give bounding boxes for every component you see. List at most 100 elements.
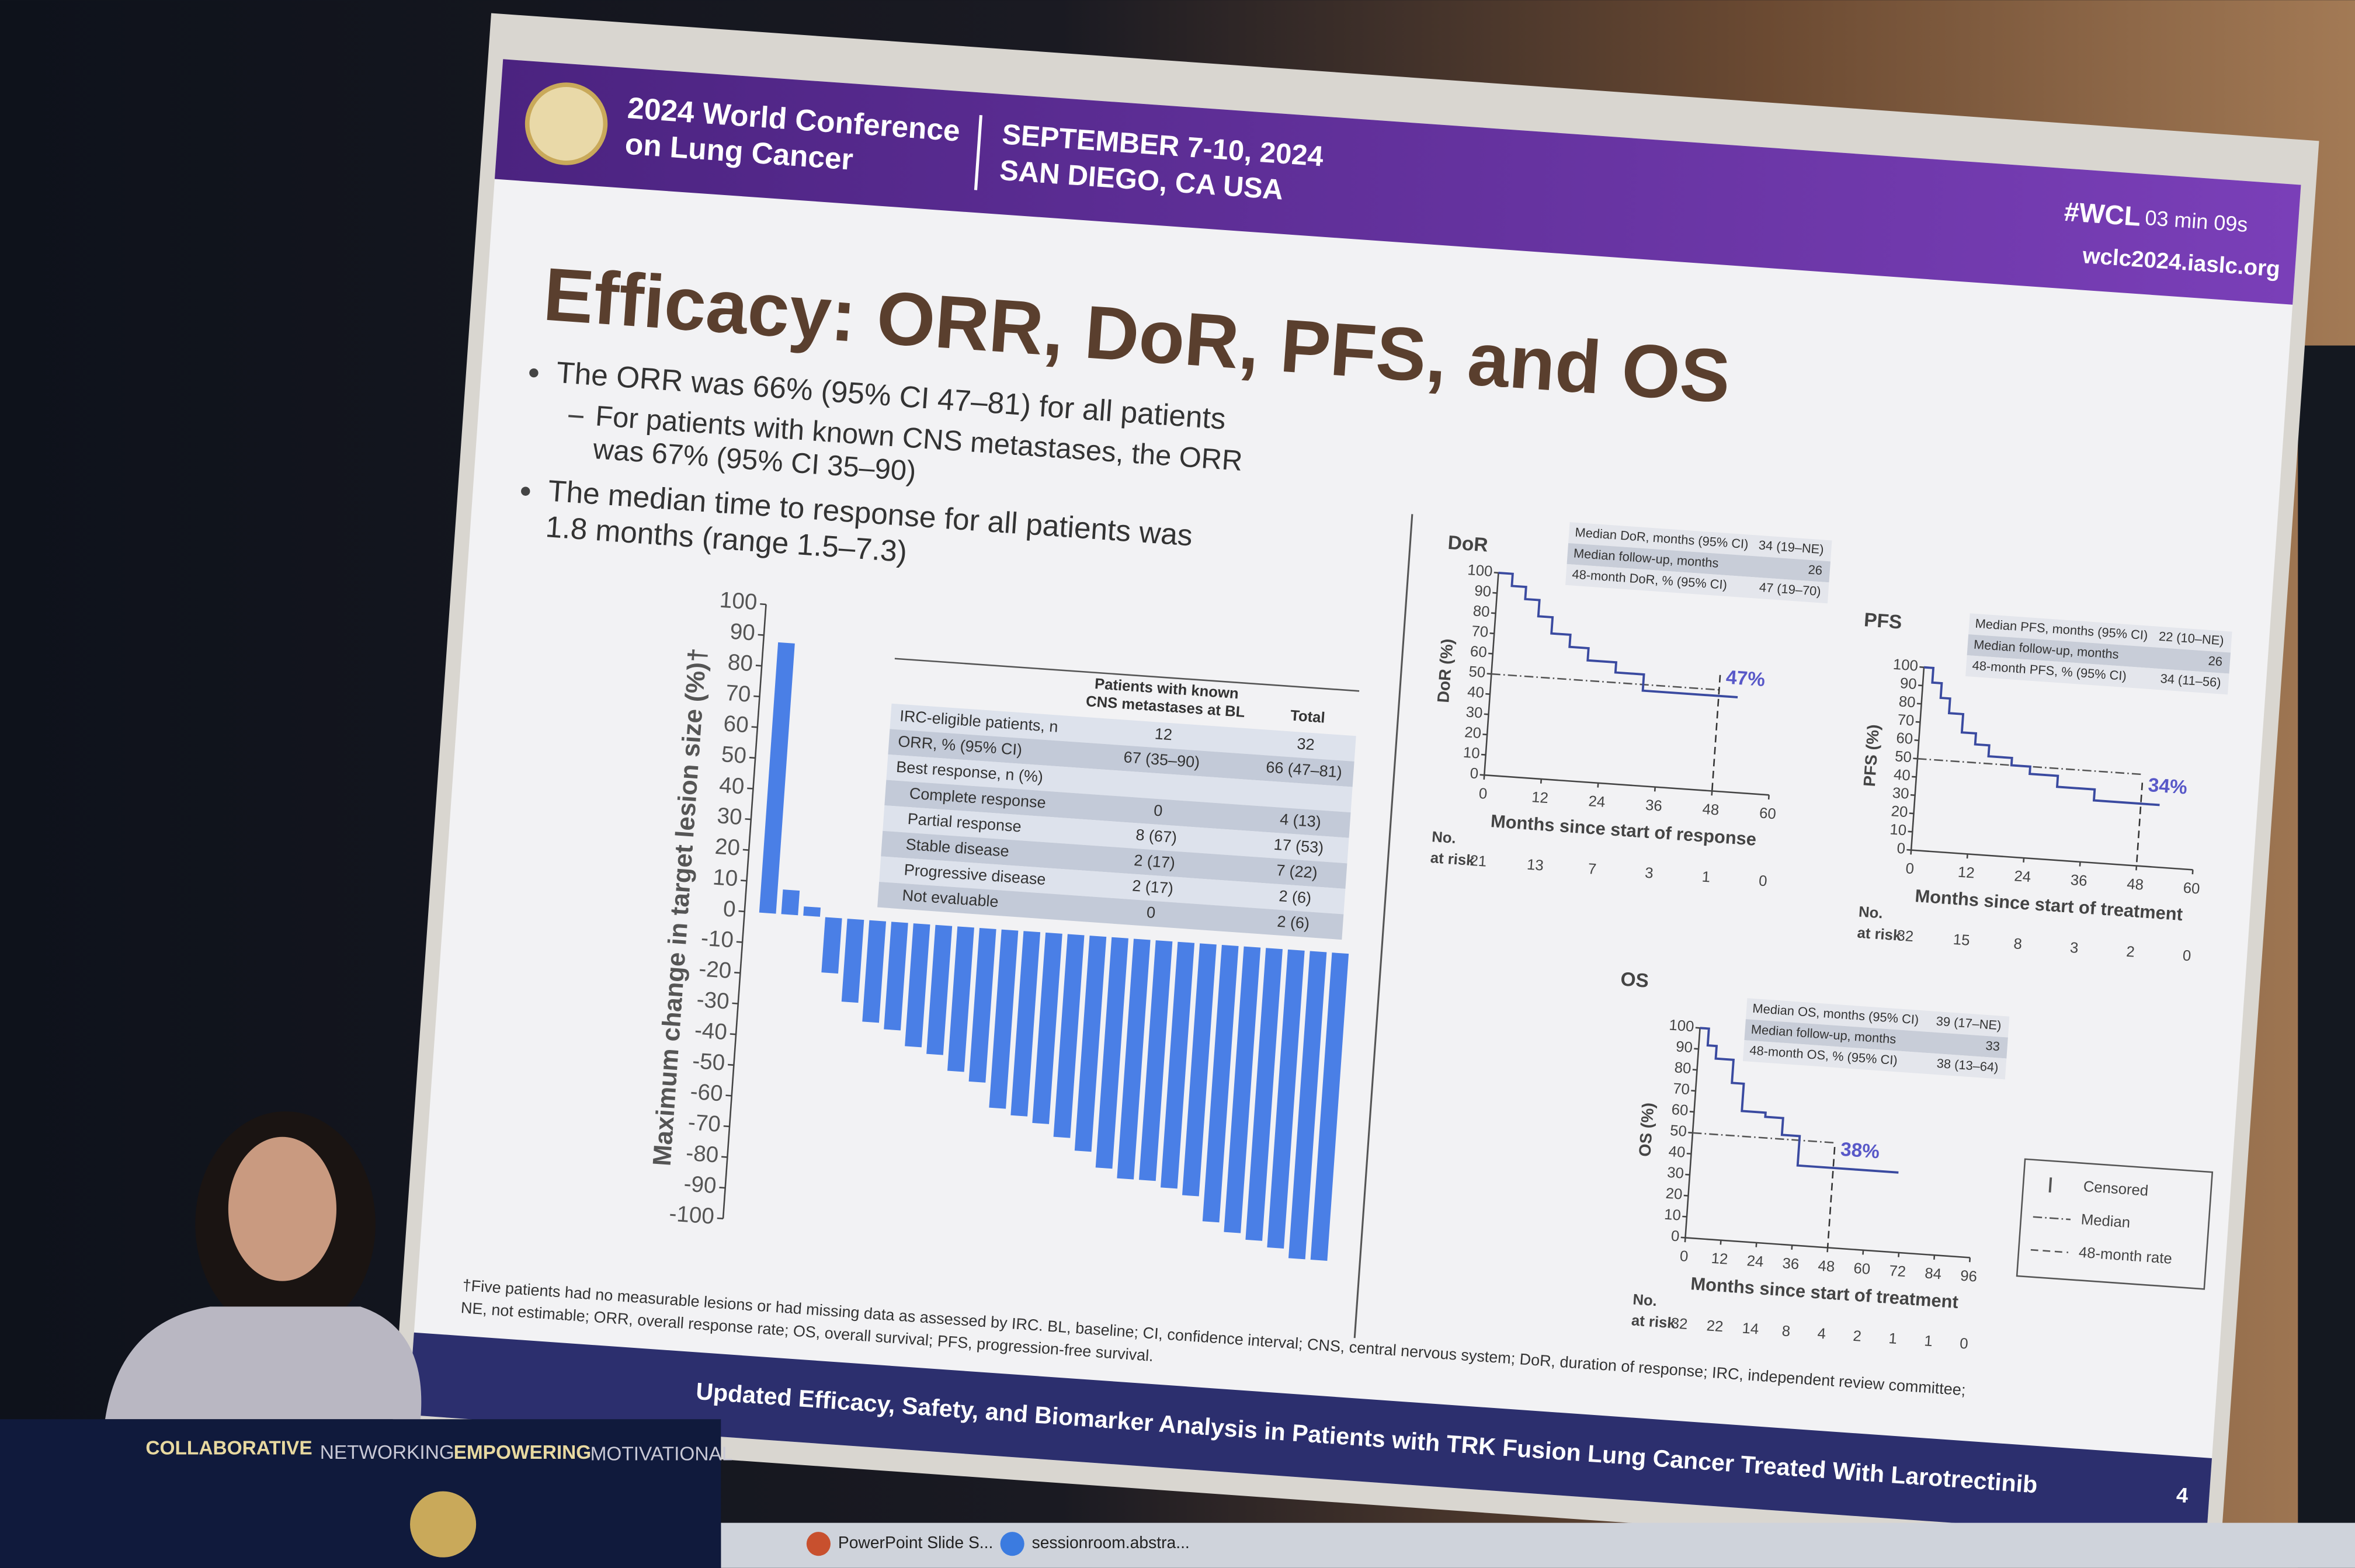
table-cell: 17 (53) (1273, 836, 1324, 857)
bullet-dot (529, 368, 539, 378)
x-tick-label: 24 (2014, 868, 2031, 885)
podium-word: MOTIVATIONAL (591, 1444, 733, 1465)
x-tick (1597, 783, 1599, 788)
risk-value: 8 (2013, 936, 2023, 952)
y-tick-label: 40 (1893, 767, 1911, 784)
y-tick (717, 1217, 724, 1219)
risk-label: at risk (1430, 850, 1475, 869)
table-row (884, 780, 1351, 838)
y-tick-label: 10 (1463, 745, 1480, 762)
bar (1139, 940, 1173, 1181)
risk-value: 14 (1742, 1320, 1759, 1338)
y-tick (736, 941, 743, 943)
bar (1032, 932, 1062, 1124)
risk-value: 32 (1670, 1315, 1688, 1333)
chart-title: OS (1620, 968, 1649, 992)
y-tick (1686, 1152, 1691, 1155)
summary-row (1745, 998, 2010, 1038)
bar (759, 642, 795, 914)
x-tick (1483, 775, 1485, 780)
bar (1161, 941, 1195, 1189)
risk-label: at risk (1857, 925, 1902, 944)
table-row (890, 703, 1356, 762)
bar (989, 929, 1019, 1109)
landmark-line (1826, 1146, 1836, 1248)
taskbar-item: PowerPoint Slide S... (838, 1533, 994, 1552)
x-tick-label: 24 (1746, 1253, 1764, 1270)
bullet-dot (521, 486, 530, 496)
x-tick (1966, 854, 1968, 859)
bar (968, 927, 996, 1083)
y-tick-label: -90 (683, 1171, 717, 1198)
legend-box (2016, 1158, 2214, 1290)
summary-row (1566, 543, 1830, 583)
risk-value: 2 (2125, 944, 2135, 961)
summary-row (1967, 634, 2231, 674)
x-tick-label: 12 (1531, 789, 1548, 806)
podium-word: NETWORKING (320, 1442, 454, 1463)
km-curve (1923, 666, 2160, 806)
y-tick (1683, 1194, 1689, 1197)
risk-value: 0 (1758, 872, 1767, 889)
landmark-line (1711, 675, 1721, 791)
chart-title: DoR (1447, 532, 1489, 557)
y-tick-label: -20 (698, 956, 732, 983)
y-tick (1493, 572, 1499, 574)
y-tick-label: 10 (1889, 821, 1907, 839)
y-tick (747, 787, 753, 790)
y-tick-label: 10 (712, 864, 739, 891)
table-rule (894, 658, 1360, 692)
y-tick-label: 30 (1465, 704, 1483, 721)
summary-row (1965, 655, 2229, 695)
km-curve (1700, 1027, 1899, 1174)
y-tick-label: 0 (1670, 1228, 1680, 1245)
risk-value: 4 (1817, 1326, 1826, 1343)
x-tick-label: 36 (2070, 872, 2087, 889)
table-cell: 2 (17) (1131, 877, 1173, 897)
summary-value: 33 (1985, 1038, 2000, 1054)
bar (1095, 937, 1128, 1169)
bar (1202, 944, 1239, 1223)
median-line (1917, 757, 2143, 776)
bar (803, 906, 821, 917)
y-tick (1685, 1173, 1690, 1176)
y-tick (1688, 1132, 1693, 1134)
x-axis (1911, 849, 2193, 871)
y-tick-label: -40 (694, 1017, 728, 1045)
y-tick-label: 0 (1470, 765, 1479, 782)
x-tick (2135, 865, 2138, 871)
y-tick-label: 50 (1468, 663, 1486, 681)
bar (781, 889, 800, 916)
hashtag: #WCL (2063, 196, 2141, 232)
risk-value: 15 (1953, 931, 1970, 949)
bar (1310, 952, 1349, 1261)
y-tick-label: 80 (1472, 603, 1490, 620)
x-tick-label: 72 (1888, 1263, 1906, 1280)
y-tick-label: 90 (1474, 583, 1491, 600)
y-tick-label: 50 (1894, 748, 1912, 766)
y-tick-label: -100 (668, 1201, 715, 1229)
y-tick-label: 100 (1669, 1017, 1695, 1035)
bar (1182, 943, 1217, 1197)
x-tick-label: 0 (1679, 1248, 1689, 1265)
annotation: 38% (1840, 1139, 1880, 1163)
table-cell: 12 (1154, 725, 1173, 743)
y-tick-label: 40 (1467, 684, 1484, 701)
risk-value: 0 (1959, 1336, 1968, 1353)
legend-label: Median (2080, 1211, 2131, 1231)
x-tick-label: 60 (1853, 1260, 1871, 1278)
summary-row (1968, 613, 2232, 653)
app-icon (806, 1532, 831, 1556)
y-tick (732, 1002, 738, 1004)
median-line (1692, 1132, 1835, 1144)
y-tick-label: -70 (687, 1110, 722, 1137)
y-tick-label: 60 (1896, 730, 1913, 748)
table-row (881, 830, 1347, 889)
y-tick (1918, 684, 1923, 687)
x-tick-label: 48 (2126, 876, 2144, 893)
y-tick (1489, 632, 1495, 635)
table-row (883, 805, 1349, 864)
y-tick-label: 90 (1675, 1038, 1693, 1056)
bar (1245, 948, 1283, 1241)
y-tick-label: 50 (1669, 1122, 1687, 1140)
